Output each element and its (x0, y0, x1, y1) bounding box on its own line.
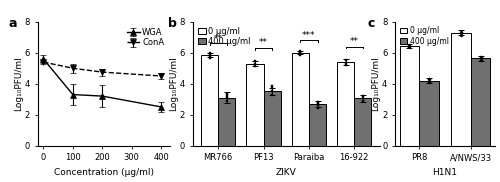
Point (314, 104, 322, 106)
Point (314, 102, 322, 104)
Point (268, 93, 276, 96)
Y-axis label: Log₁₀PFU/ml: Log₁₀PFU/ml (372, 56, 380, 111)
Point (359, 95, 367, 98)
Point (223, 99, 231, 102)
Point (296, 52, 304, 55)
Text: **: ** (350, 37, 359, 46)
Bar (201, 55, 218, 146)
Point (296, 50, 304, 53)
Text: b: b (168, 17, 177, 30)
Bar (337, 62, 354, 146)
Point (251, 60, 259, 63)
Point (268, 89, 276, 92)
Y-axis label: Log₁₀PFU/ml: Log₁₀PFU/ml (14, 56, 23, 111)
Point (314, 106, 322, 109)
Point (296, 50, 304, 52)
Y-axis label: Log₁₀PFU/ml: Log₁₀PFU/ml (169, 56, 178, 111)
Point (223, 97, 231, 100)
Point (268, 86, 276, 89)
Legend: 0 μg/ml, 400 μg/ml: 0 μg/ml, 400 μg/ml (196, 26, 252, 47)
Point (457, 34, 465, 37)
Bar (309, 104, 326, 146)
Bar (419, 81, 439, 146)
Point (342, 64, 349, 67)
Point (223, 95, 231, 98)
Point (359, 97, 367, 100)
X-axis label: H1N1: H1N1 (432, 168, 458, 177)
Point (476, 58, 484, 61)
Text: a: a (8, 17, 17, 30)
Point (223, 92, 231, 95)
Point (206, 52, 214, 55)
Point (251, 64, 259, 67)
Bar (292, 53, 309, 146)
Bar (451, 33, 471, 146)
Text: **: ** (259, 38, 268, 47)
Point (206, 52, 214, 55)
Bar (400, 46, 419, 146)
Bar (354, 98, 372, 146)
X-axis label: Concentration (μg/ml): Concentration (μg/ml) (54, 168, 154, 177)
Bar (264, 91, 281, 146)
Point (342, 58, 349, 61)
Point (268, 85, 276, 88)
Point (406, 43, 413, 46)
Point (406, 46, 413, 49)
Point (476, 56, 484, 59)
Point (425, 78, 433, 81)
Point (359, 100, 367, 102)
Point (314, 100, 322, 103)
Bar (471, 58, 490, 146)
Legend: WGA, ConA: WGA, ConA (126, 26, 166, 49)
Point (206, 54, 214, 57)
Text: c: c (367, 17, 374, 30)
Text: **: ** (214, 34, 222, 43)
X-axis label: ZIKV: ZIKV (276, 168, 296, 177)
Bar (246, 64, 264, 146)
Point (251, 62, 259, 65)
Point (457, 30, 465, 33)
Bar (218, 98, 236, 146)
Text: ***: *** (302, 31, 316, 40)
Point (342, 61, 349, 64)
Point (296, 54, 304, 57)
Point (206, 56, 214, 59)
Point (425, 81, 433, 84)
Legend: 0 μg/ml, 400 μg/ml: 0 μg/ml, 400 μg/ml (399, 26, 450, 46)
